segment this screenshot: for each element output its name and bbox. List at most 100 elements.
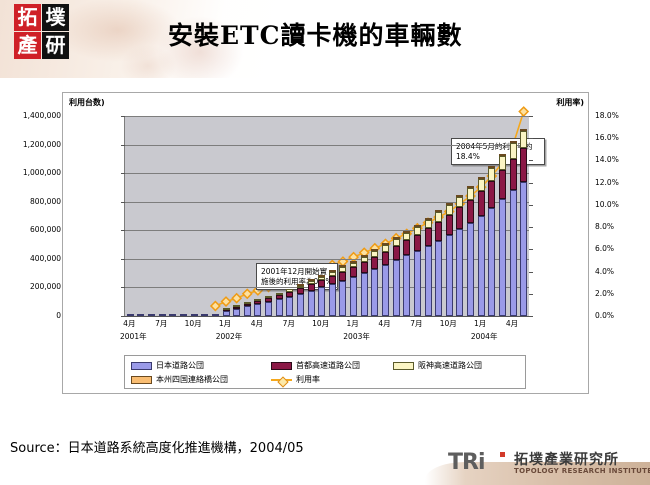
bar-segment xyxy=(488,208,496,316)
bar-column xyxy=(233,116,241,316)
bar-segment xyxy=(275,295,283,300)
bar-segment xyxy=(467,222,475,316)
bar-segment xyxy=(403,230,411,233)
bar-segment xyxy=(445,203,453,205)
legend-color-swatch xyxy=(131,375,152,384)
bar-column xyxy=(148,116,156,316)
bar-column xyxy=(360,116,368,316)
tri-corner-logo: 拓 墣 產 研 xyxy=(14,4,70,60)
bar-column xyxy=(350,116,358,316)
bar-segment xyxy=(435,221,443,241)
legend-item[interactable]: 利用率 xyxy=(271,373,320,386)
bar-segment xyxy=(467,188,475,200)
bar-segment xyxy=(445,215,453,236)
legend-item[interactable]: 首都高速道路公団 xyxy=(271,359,360,372)
bar-column xyxy=(445,116,453,316)
footer-logo: TRi 拓墣產業研究所 TOPOLOGY RESEARCH INSTITUTE xyxy=(448,448,650,482)
x-tick-label: 4月 xyxy=(505,319,519,328)
logo-char-1: 拓 xyxy=(14,4,41,31)
bar-segment xyxy=(243,303,251,307)
legend-label: 首都高速道路公団 xyxy=(296,361,360,370)
bar-segment xyxy=(318,287,326,316)
x-axis-line xyxy=(124,316,529,317)
bar-segment xyxy=(520,148,528,182)
gridline xyxy=(125,116,529,117)
y-tick-right: 18.0% xyxy=(595,111,619,120)
bar-column xyxy=(488,116,496,316)
x-tick-label: 10月 xyxy=(184,319,202,328)
legend-item[interactable]: 本州四国連絡橋公団 xyxy=(131,373,228,386)
bar-column xyxy=(211,116,219,316)
bar-column xyxy=(126,116,134,316)
legend-color-swatch xyxy=(393,361,414,370)
x-year-label: 2003年 xyxy=(343,332,370,341)
bar-segment xyxy=(148,314,156,316)
bar-segment xyxy=(201,314,209,316)
bar-column xyxy=(520,116,528,316)
gridline xyxy=(125,201,529,203)
y-tick-left: 1,000,000 xyxy=(22,168,61,178)
y-tickmark-right xyxy=(529,271,533,273)
bar-segment xyxy=(307,279,315,282)
bar-segment xyxy=(456,196,464,208)
gridline xyxy=(125,258,529,260)
y-axis-right-label: 利用率) xyxy=(556,98,584,107)
bar-column xyxy=(509,116,517,316)
bar-column xyxy=(413,116,421,316)
x-tick-label: 7月 xyxy=(155,319,168,328)
bar-segment xyxy=(445,235,453,316)
bar-column xyxy=(392,116,400,316)
legend-item[interactable]: 阪神高速道路公団 xyxy=(393,359,482,372)
y-tickmark-left xyxy=(121,316,125,317)
gridline xyxy=(125,287,529,289)
bar-segment xyxy=(477,216,485,316)
y-tickmark-right xyxy=(529,160,533,162)
y-tickmark-right xyxy=(529,316,533,317)
y-tick-right: 2.0% xyxy=(595,288,615,298)
y-tick-right: 12.0% xyxy=(595,177,619,187)
bar-column xyxy=(158,116,166,316)
chart-legend: 日本道路公団 首都高速道路公団 阪神高速道路公団本州四国連絡橋公団 利用率 xyxy=(124,355,526,389)
bar-segment xyxy=(169,314,177,316)
bar-segment xyxy=(318,274,326,277)
bar-segment xyxy=(498,199,506,316)
bar-segment xyxy=(190,314,198,316)
bar-segment xyxy=(488,181,496,208)
bar-segment xyxy=(498,153,506,156)
bar-segment xyxy=(392,237,400,240)
x-axis-labels: 4月 7月 10月 1月 4月 7月 10月 1月 4月 7月 10月 1月 4月 2001年 2002年 2… xyxy=(120,318,529,350)
bar-column xyxy=(456,116,464,316)
logo-char-4: 研 xyxy=(42,32,69,59)
bar-column xyxy=(328,116,336,316)
y-tick-right: 0.0% xyxy=(595,311,615,320)
bar-column xyxy=(435,116,443,316)
legend-item[interactable]: 日本道路公団 xyxy=(131,359,204,372)
footer-brand-abbr: TRi xyxy=(448,450,485,475)
bar-segment xyxy=(328,272,336,276)
bar-segment xyxy=(318,280,326,288)
bar-segment xyxy=(265,301,273,316)
bar-segment xyxy=(371,257,379,269)
bar-segment xyxy=(307,281,315,285)
bar-segment xyxy=(424,217,432,220)
y-tickmark-left xyxy=(121,173,125,175)
bar-column xyxy=(318,116,326,316)
bar-segment xyxy=(381,245,389,252)
legend-label: 本州四国連絡橋公団 xyxy=(156,375,228,384)
bar-segment xyxy=(339,267,347,272)
bar-segment xyxy=(392,239,400,246)
footer-swoosh xyxy=(425,462,650,485)
bar-column xyxy=(179,116,187,316)
bar-segment xyxy=(254,301,262,304)
page-title: 安裝ETC讀卡機的車輛數 xyxy=(168,21,463,50)
bar-segment xyxy=(392,246,400,260)
y-tick-left: 1,400,000 xyxy=(22,111,61,120)
bar-segment xyxy=(275,293,283,295)
x-tick-label: 10月 xyxy=(439,319,457,328)
x-tick-label: 1月 xyxy=(474,319,487,328)
y-tickmark-right xyxy=(529,138,533,140)
bar-segment xyxy=(350,262,358,268)
y-tick-right: 4.0% xyxy=(595,266,615,276)
footer-brand-en: TOPOLOGY RESEARCH INSTITUTE xyxy=(514,467,650,475)
bar-segment xyxy=(296,285,304,289)
